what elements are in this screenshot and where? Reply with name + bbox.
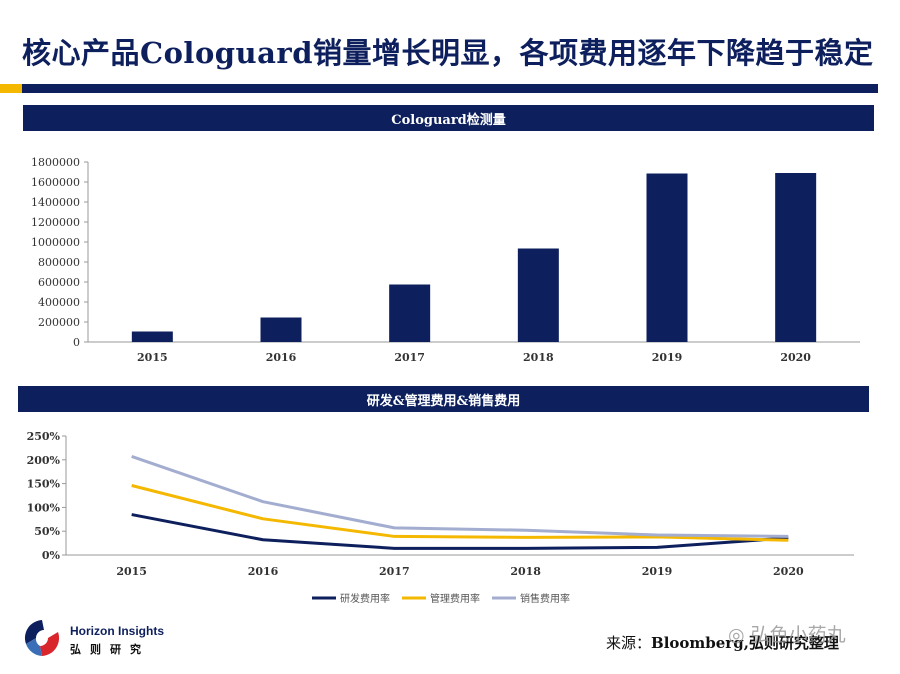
- bar-x-tick-label: 2016: [266, 351, 297, 364]
- bar-chart: 1800000 1600000 1400000 1200000 1000000 80000…: [31, 156, 860, 364]
- line-y-tick-label: 250%: [27, 430, 61, 443]
- bar: [646, 173, 688, 342]
- source-text: Bloomberg,弘则研究整理: [651, 634, 839, 652]
- line-y-tick-label: 0%: [42, 549, 61, 562]
- line-y-tick-label: 50%: [34, 525, 60, 538]
- line-x-tick-label: 2017: [379, 565, 410, 578]
- line-x-tick-label: 2018: [510, 565, 541, 578]
- bar-x-tick-label: 2020: [780, 351, 811, 364]
- bar: [131, 331, 173, 342]
- legend-label: 研发费用率: [340, 592, 390, 605]
- line-x-tick-label: 2019: [642, 565, 673, 578]
- bar-y-tick-label: 1200000: [31, 216, 80, 229]
- source-label: 来源：: [606, 634, 652, 652]
- bar-y-tick-label: 0: [73, 336, 80, 349]
- legend-label: 管理费用率: [430, 592, 480, 605]
- bar-y-tick-label: 800000: [38, 256, 80, 269]
- watermark-text: 弘色小药丸: [750, 624, 846, 646]
- line-x-tick-label: 2015: [116, 565, 147, 578]
- bar-x-tick-label: 2015: [137, 351, 168, 364]
- bar: [517, 248, 559, 342]
- logo-name: Horizon Insights: [70, 624, 164, 638]
- logo-chinese-name: 弘则研究: [70, 643, 150, 656]
- bar: [260, 317, 302, 342]
- line-chart: 250% 200% 150% 100% 50% 0% 2015 2016 2017 2018 201…: [27, 430, 854, 605]
- bar-y-tick-label: 1600000: [31, 176, 80, 189]
- bar-y-tick-label: 600000: [38, 276, 80, 289]
- bar: [775, 173, 817, 342]
- bar-x-tick-label: 2017: [394, 351, 425, 364]
- line-x-tick-label: 2020: [773, 565, 804, 578]
- line-y-tick-label: 150%: [27, 478, 61, 491]
- bar-y-tick-label: 200000: [38, 316, 80, 329]
- line-y-tick-label: 100%: [27, 501, 61, 514]
- company-logo: Horizon Insights 弘则研究: [20, 616, 180, 662]
- line-chart-title: 研发&管理费用&销售费用: [18, 386, 869, 412]
- bar: [389, 284, 431, 342]
- bar-y-tick-label: 1800000: [31, 156, 80, 169]
- title-underline-bar: [22, 84, 878, 93]
- bar-y-tick-label: 1000000: [31, 236, 80, 249]
- title-accent-bar: [0, 84, 22, 93]
- bar-chart-title: Cologuard检测量: [23, 105, 874, 131]
- series-line: [131, 513, 789, 550]
- bar-y-tick-label: 400000: [38, 296, 80, 309]
- page-title: 核心产品Cologuard销量增长明显，各项费用逐年下降趋于稳定: [22, 36, 874, 70]
- legend-label: 销售费用率: [520, 592, 570, 605]
- logo-mark-icon: [24, 620, 60, 656]
- line-x-tick-label: 2016: [248, 565, 279, 578]
- bar-y-tick-label: 1400000: [31, 196, 80, 209]
- series-line: [131, 484, 789, 542]
- watermark: ◎ 弘色小药丸: [728, 624, 846, 646]
- bar-x-tick-label: 2019: [652, 351, 683, 364]
- bar-x-tick-label: 2018: [523, 351, 554, 364]
- series-line: [131, 455, 789, 538]
- source-note: 来源：Bloomberg,弘则研究整理: [606, 632, 839, 653]
- line-y-tick-label: 200%: [27, 454, 61, 467]
